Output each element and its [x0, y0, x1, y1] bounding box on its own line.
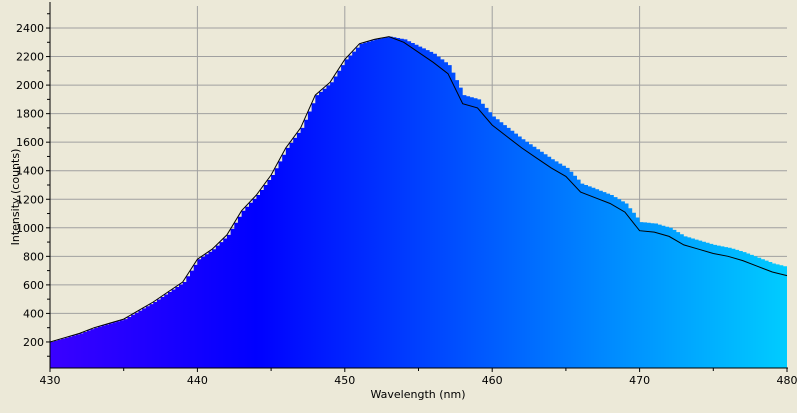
x-tick-label: 460 — [482, 374, 503, 387]
x-axis-label: Wavelength (nm) — [370, 388, 465, 401]
y-tick-label: 200 — [23, 336, 44, 349]
y-tick-label: 2400 — [16, 22, 44, 35]
x-tick-label: 430 — [40, 374, 61, 387]
x-tick-label: 450 — [334, 374, 355, 387]
x-axis-ticks: 430 440 450 460 470 480 — [40, 368, 797, 387]
y-tick-label: 1800 — [16, 108, 44, 121]
x-tick-label: 480 — [777, 374, 797, 387]
spectrum-line — [49, 36, 788, 343]
y-tick-label: 2200 — [16, 51, 44, 64]
y-tick-label: 400 — [23, 307, 44, 320]
y-axis-label: Intensity (counts) — [9, 149, 22, 246]
y-axis-ticks: 200 400 600 800 1000 1200 1400 1600 1800 2000 2200… — [16, 13, 50, 357]
spectrum-area — [50, 36, 787, 368]
x-tick-label: 440 — [187, 374, 208, 387]
y-tick-label: 1400 — [16, 165, 44, 178]
y-tick-label: 2000 — [16, 79, 44, 92]
x-tick-label: 470 — [629, 374, 650, 387]
y-tick-label: 1000 — [16, 222, 44, 235]
y-tick-label: 800 — [23, 250, 44, 263]
y-tick-label: 1200 — [16, 193, 44, 206]
y-tick-label: 1600 — [16, 136, 44, 149]
y-tick-label: 600 — [23, 279, 44, 292]
